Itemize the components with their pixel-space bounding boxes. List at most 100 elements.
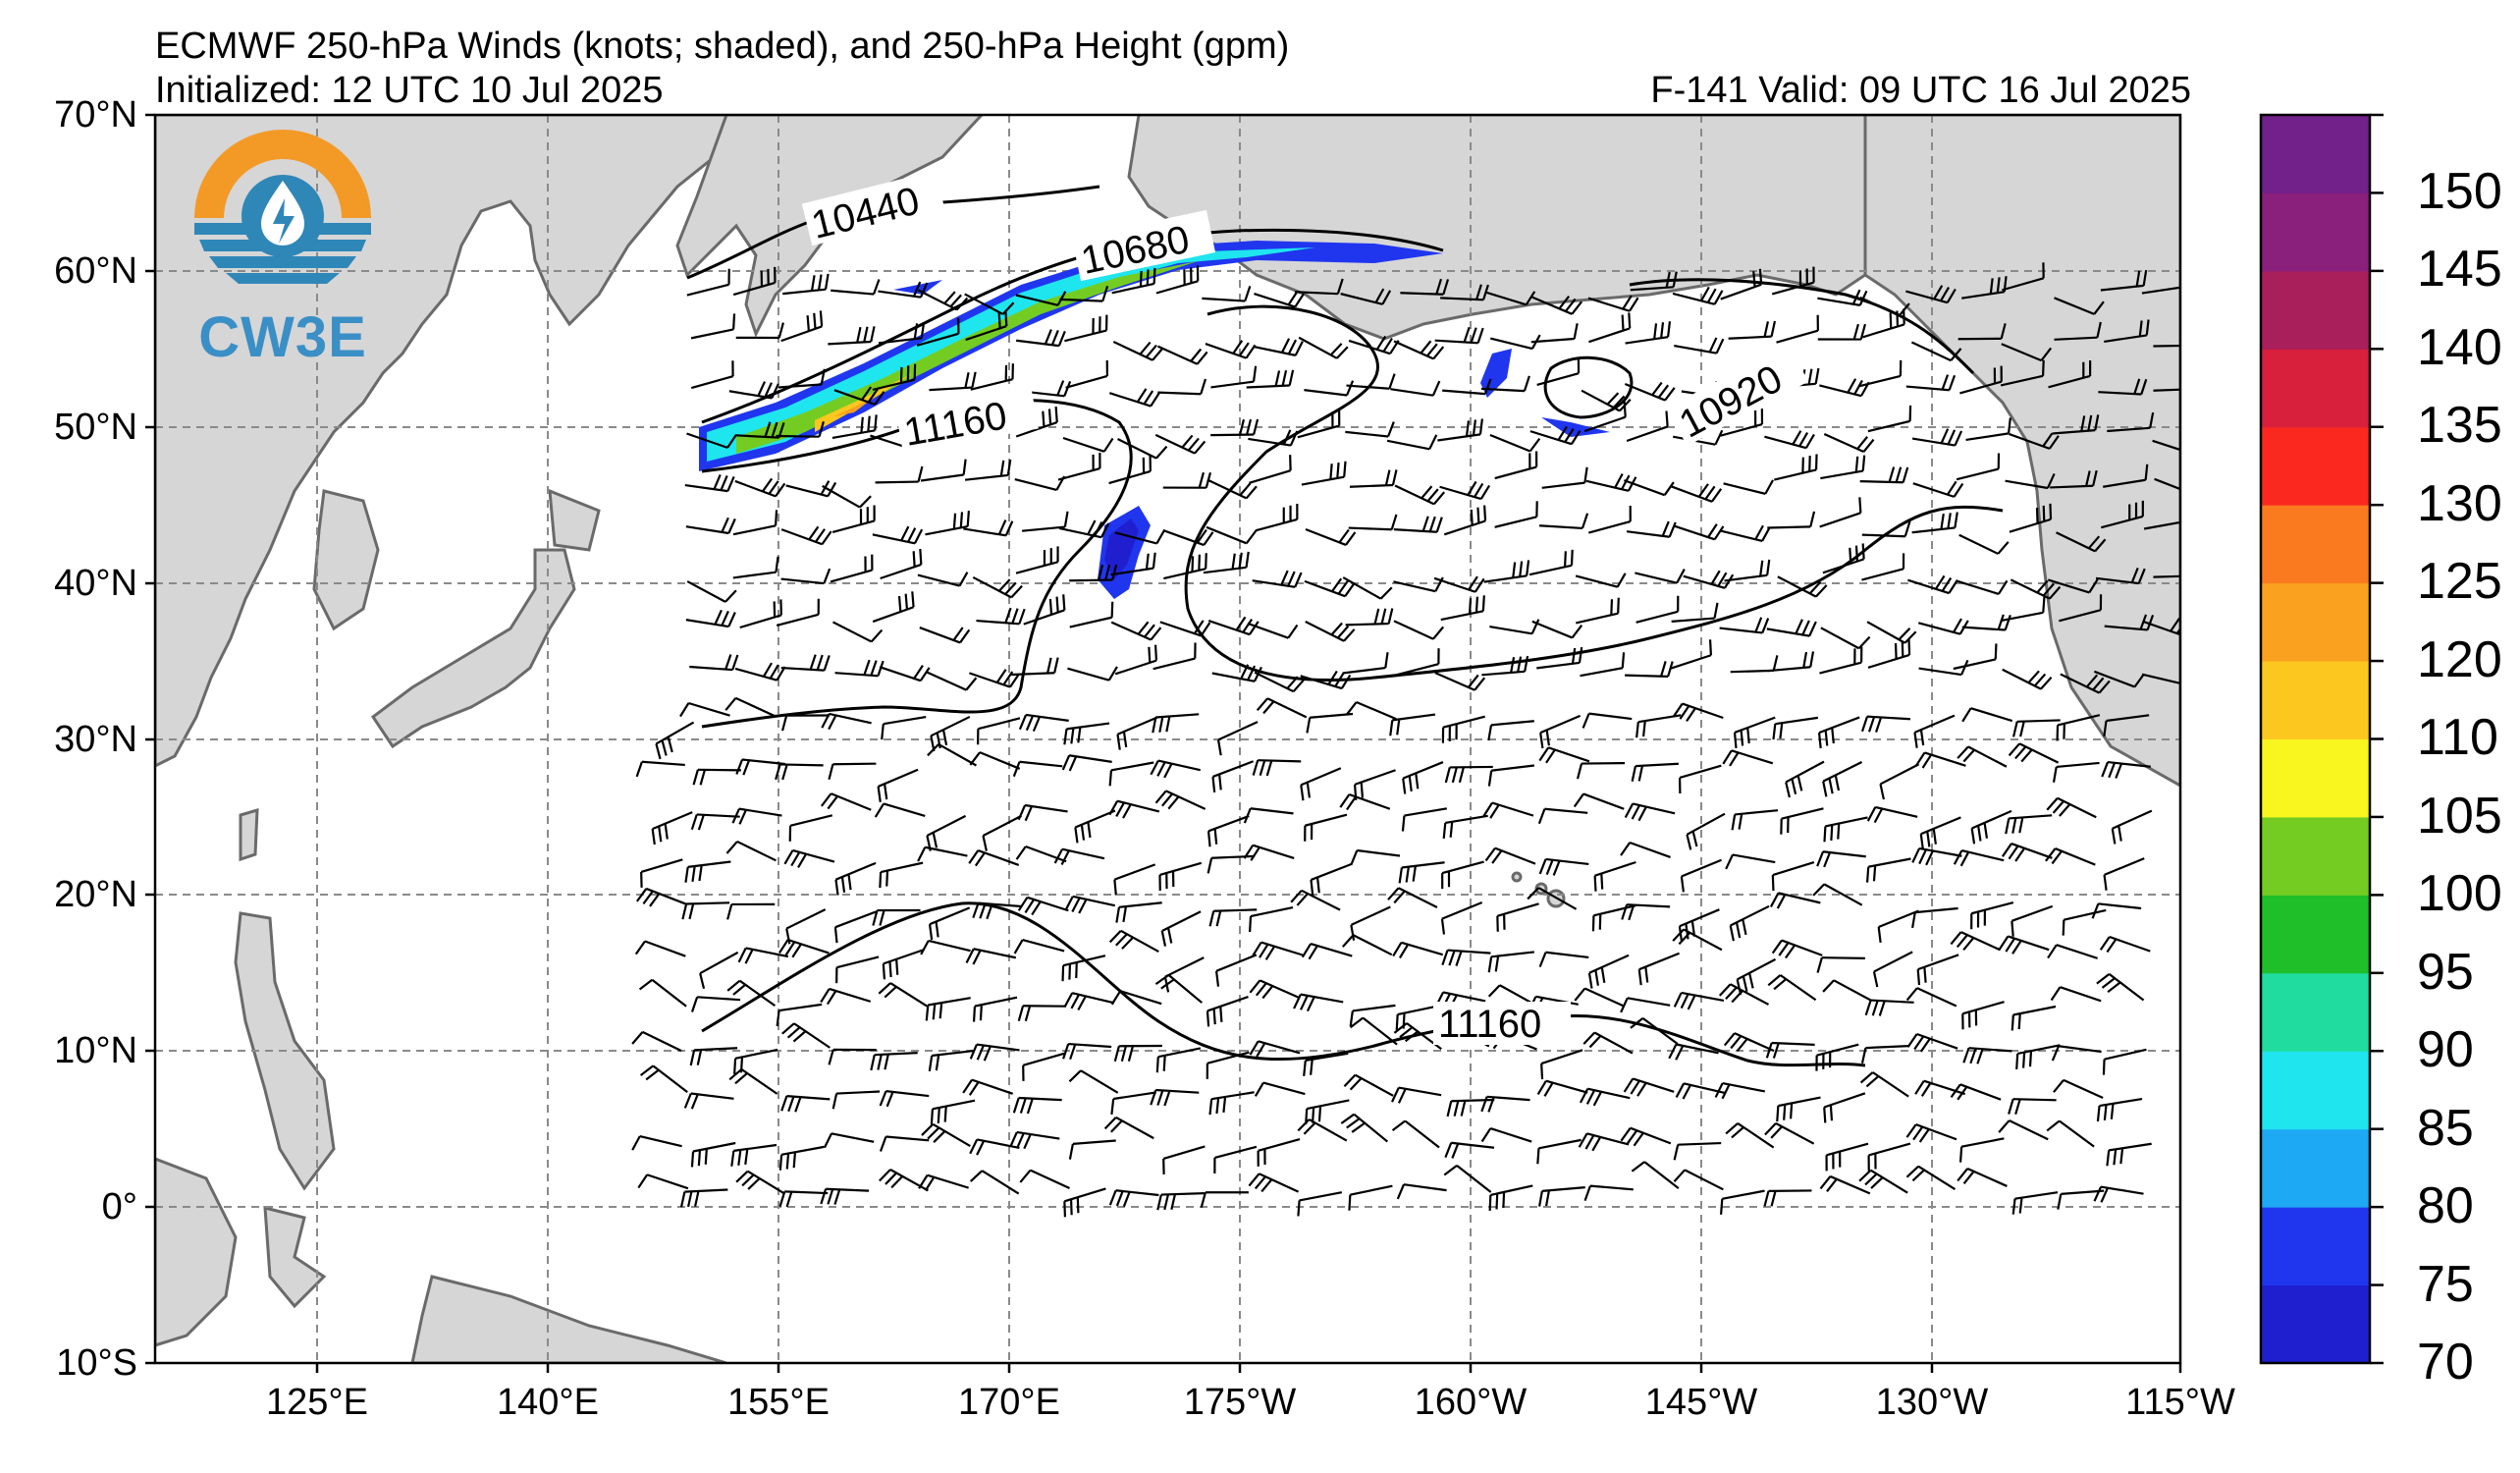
wind-barb (778, 1003, 823, 1012)
wind-barb-feather (2011, 940, 2022, 955)
wind-barb (745, 947, 789, 958)
wind-barb-feather (1396, 719, 1401, 736)
wind-barb-feather (1524, 655, 1529, 673)
wind-barb (1439, 485, 1482, 501)
wind-barb-feather (681, 903, 688, 920)
wind-barb-feather (1484, 378, 1492, 395)
wind-barb-feather (1668, 1043, 1678, 1060)
wind-barb-feather (1023, 1133, 1032, 1150)
wind-barb (1400, 292, 1444, 296)
wind-barb-feather (2102, 1059, 2106, 1075)
wind-barb-feather (1222, 1096, 1227, 1113)
wind-barb-feather (1108, 1189, 1117, 1206)
wind-barb-feather (1219, 1006, 1223, 1022)
wind-barb (963, 527, 1006, 537)
wind-barb (1730, 904, 1770, 927)
wind-barb (1164, 956, 1205, 978)
wind-barb-feather (1932, 828, 1937, 845)
wind-barb-feather (1779, 723, 1784, 739)
wind-barb-feather (1053, 848, 1064, 864)
wind-barb-feather (1217, 774, 1222, 791)
wind-barb (1301, 475, 1345, 486)
wind-barb (1489, 1126, 1532, 1143)
wind-barb-feather (1767, 974, 1782, 987)
wind-barb-feather (784, 941, 796, 956)
wind-barb-feather (1789, 1103, 1794, 1119)
wind-barb (1541, 1186, 1585, 1192)
wind-barb-feather (2015, 1053, 2019, 1070)
wind-barb (1112, 340, 1153, 361)
wind-barb-feather (1070, 728, 1075, 744)
lon-label-170e: 170°E (958, 1382, 1060, 1423)
wind-barb (1734, 1032, 1775, 1053)
wind-barb (1720, 423, 1763, 437)
wind-barb-feather (661, 739, 668, 756)
wind-barb (1065, 374, 1108, 389)
wind-barb (1587, 1087, 1631, 1100)
wind-barb-feather (2000, 323, 2007, 340)
wind-barb-feather (1631, 1161, 1645, 1173)
wind-barb (1538, 1138, 1582, 1150)
wind-barb (1857, 374, 1902, 388)
wind-barb-feather (1108, 930, 1122, 944)
wind-barb-feather (1585, 1089, 1596, 1105)
wind-barb (932, 1049, 976, 1058)
colorbar-label-145: 145 (2417, 241, 2502, 298)
wind-barb (1155, 280, 1199, 295)
wind-barb-feather (1857, 635, 1871, 649)
wind-barb (1064, 329, 1107, 343)
wind-barb (831, 621, 873, 643)
wind-barb-feather (2130, 567, 2139, 583)
wind-barb-feather (1537, 1190, 1543, 1207)
wind-barb-feather (1475, 284, 1482, 300)
wind-barb-feather (775, 556, 779, 573)
wind-barb-feather (733, 1058, 737, 1074)
wind-barb (978, 717, 1021, 731)
wind-barb-feather (1996, 277, 2001, 294)
wind-barb (1113, 1091, 1156, 1101)
wind-barb (1781, 807, 1824, 820)
wind-barb-feather (1346, 795, 1357, 811)
wind-barb-feather (1158, 716, 1164, 733)
wind-barb-feather (823, 655, 831, 671)
wind-barb-feather (1161, 792, 1173, 807)
wind-barb (655, 721, 695, 745)
wind-barb (1486, 1095, 1530, 1102)
wind-barb (1536, 661, 1581, 670)
wind-barb (1679, 908, 1720, 928)
wind-barb-feather (1062, 594, 1066, 611)
wind-barb (1589, 1184, 1634, 1191)
wind-barb (836, 955, 880, 969)
wind-barb-feather (937, 1107, 940, 1124)
initialized-time: Initialized: 12 UTC 10 Jul 2025 (155, 70, 664, 111)
wind-barb-feather (1802, 651, 1808, 669)
wind-barb (1163, 568, 1206, 580)
wind-barb (1068, 1042, 1112, 1049)
wind-barb (1629, 841, 1671, 858)
wind-barb-feather (1772, 724, 1777, 740)
wind-barb (1015, 294, 1058, 306)
wind-barb-feather (1620, 997, 1629, 1013)
wind-barb (925, 524, 968, 536)
wind-barb-feather (1865, 1075, 1880, 1088)
wind-barb-feather (1154, 790, 1167, 804)
wind-barb-feather (1592, 1091, 1603, 1107)
wind-barb (1445, 814, 1488, 825)
wind-barb-feather (1823, 826, 1827, 843)
wind-barb-feather (1215, 910, 1222, 927)
lat-label-30n: 30°N (54, 719, 137, 760)
wind-barb-feather (1297, 1200, 1301, 1217)
wind-barb (1593, 1031, 1634, 1055)
wind-barb-feather (1212, 1009, 1216, 1025)
wind-barb-feather (1875, 717, 1883, 733)
wind-barb (2109, 935, 2151, 953)
wind-barb (1575, 574, 1618, 588)
contour-10920-west (1629, 278, 1975, 375)
wind-barb (1262, 1081, 1306, 1096)
wind-barb (1878, 909, 1919, 929)
wind-barb-feather (1063, 992, 1074, 1008)
wind-barb-feather (1680, 993, 1689, 1009)
wind-barb-feather (1487, 1096, 1495, 1113)
wind-barb (1404, 807, 1448, 817)
wind-barb-feather (1253, 418, 1260, 435)
